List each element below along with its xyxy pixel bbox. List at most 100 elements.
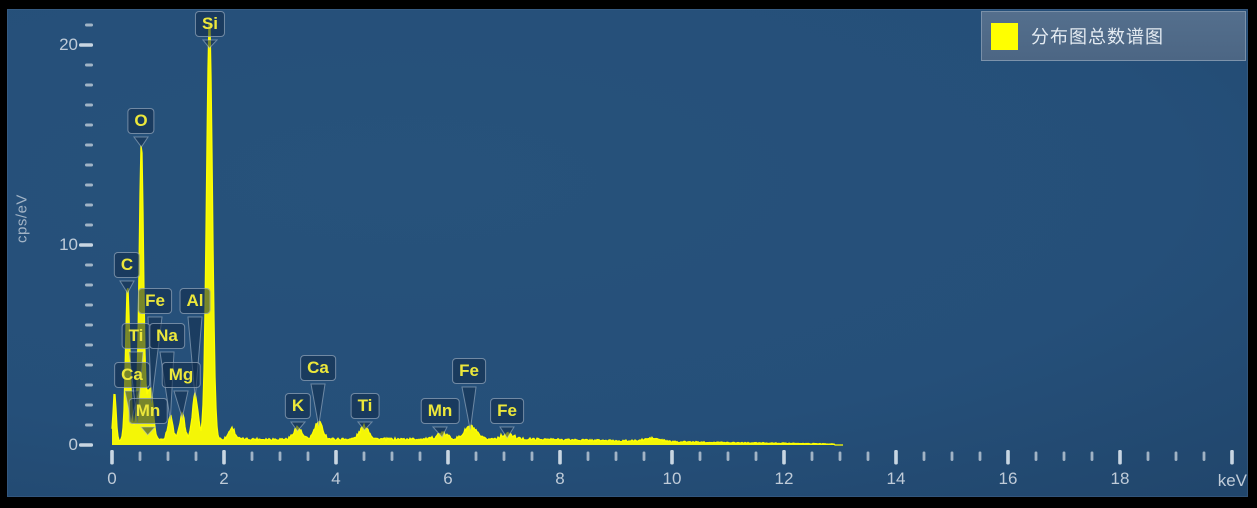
x-axis-tick [278, 451, 282, 461]
x-axis-tick [530, 451, 534, 461]
x-tick-label: 10 [662, 469, 682, 488]
peak-callout-pointer [431, 426, 448, 438]
peak-callout-pointer [310, 383, 326, 427]
x-axis-tick [838, 451, 842, 461]
element-label-mn-5.894: Mn [420, 398, 460, 424]
y-axis-tick [85, 383, 93, 387]
y-tick-label: 20 [59, 35, 78, 54]
x-axis-tick [250, 451, 254, 461]
peak-callout-pointer [139, 426, 157, 436]
x-axis-tick [194, 451, 198, 461]
x-axis-tick [166, 451, 170, 461]
y-tick-label: 10 [59, 235, 78, 254]
x-axis-tick [1006, 450, 1010, 465]
x-axis-tick [950, 451, 954, 461]
y-axis-tick [85, 343, 93, 347]
x-tick-label: 14 [886, 469, 906, 488]
x-axis-tick [586, 451, 590, 461]
y-axis-tick [85, 203, 93, 207]
x-axis-tick [222, 450, 226, 465]
y-axis-tick [85, 123, 93, 127]
element-label-o-0.525: O [127, 108, 155, 134]
peak-callout-pointer [133, 136, 149, 148]
legend-label: 分布图总数谱图 [1031, 27, 1164, 47]
element-label-ti-4.508: Ti [350, 393, 380, 419]
y-axis-tick [85, 263, 93, 267]
y-axis-title: cps/eV [13, 194, 31, 243]
y-axis-tick [85, 183, 93, 187]
x-axis-tick [670, 450, 674, 465]
x-tick-label: 0 [107, 469, 117, 488]
x-axis-tick [642, 451, 646, 461]
element-label-fe-0.705: Fe [138, 288, 172, 314]
x-axis-tick [810, 451, 814, 461]
peak-callout-pointer [356, 421, 374, 431]
x-axis-tick [614, 451, 618, 461]
x-axis-tick [446, 450, 450, 465]
x-axis-tick [1174, 451, 1178, 461]
x-tick-label: 12 [774, 469, 794, 488]
peak-callout-pointer [290, 421, 307, 432]
element-label-fe-7.057: Fe [490, 398, 524, 424]
element-label-ti-0.452: Ti [121, 323, 151, 349]
element-label-si-1.74: Si [194, 11, 226, 37]
legend-item[interactable]: 分布图总数谱图 [981, 11, 1246, 61]
y-axis-tick [85, 283, 93, 287]
y-axis-tick [85, 63, 93, 67]
peak-callout-pointer [201, 39, 219, 49]
y-axis-tick [85, 403, 93, 407]
peak-callout-pointer [119, 280, 135, 294]
x-axis-tick [1202, 451, 1206, 461]
x-axis-unit: keV [1217, 471, 1247, 490]
y-axis-tick [85, 163, 93, 167]
y-axis-tick [85, 143, 93, 147]
element-label-fe-6.398: Fe [452, 358, 486, 384]
element-label-c-0.277: C [113, 252, 141, 278]
x-axis-tick [754, 451, 758, 461]
x-axis-tick [306, 451, 310, 461]
peak-callout-pointer [499, 426, 515, 439]
y-axis-tick [85, 423, 93, 427]
x-axis-tick [1118, 450, 1122, 465]
peak-callout-pointer [173, 390, 189, 420]
y-axis-tick [85, 103, 93, 107]
x-tick-label: 6 [443, 469, 453, 488]
y-axis-tick [85, 223, 93, 227]
x-axis-tick [1230, 450, 1234, 465]
x-axis-tick [698, 451, 702, 461]
x-axis-tick [978, 451, 982, 461]
x-axis-tick [138, 451, 142, 461]
y-axis-tick [85, 83, 93, 87]
x-axis-tick [1090, 451, 1094, 461]
y-axis-tick [79, 43, 93, 47]
x-axis-tick [726, 451, 730, 461]
y-axis-tick [85, 23, 93, 27]
x-axis-tick [782, 450, 786, 465]
y-axis-tick [79, 243, 93, 247]
element-label-mg-1.254: Mg [161, 362, 201, 388]
y-axis-tick [85, 303, 93, 307]
x-axis-tick [894, 450, 898, 465]
x-axis-tick [390, 451, 394, 461]
element-label-mn-0.637: Mn [128, 398, 168, 424]
x-tick-label: 2 [219, 469, 229, 488]
x-axis-tick [1146, 451, 1150, 461]
y-axis-tick [79, 443, 93, 447]
y-tick-label: 0 [68, 435, 78, 454]
element-label-ca-3.69: Ca [300, 355, 336, 381]
y-axis-tick [85, 363, 93, 367]
x-axis-tick [558, 450, 562, 465]
element-label-al-1.486: Al [179, 288, 211, 314]
element-label-k-3.312: K [284, 393, 312, 419]
x-tick-label: 8 [555, 469, 565, 488]
x-axis-tick [474, 451, 478, 461]
x-axis-tick [418, 451, 422, 461]
legend-color-swatch-icon [991, 22, 1018, 50]
peak-callout-pointer [461, 386, 477, 431]
x-axis-tick [866, 451, 870, 461]
x-axis-tick [334, 450, 338, 465]
x-axis-tick [1062, 451, 1066, 461]
peak-callout-pointer [187, 316, 203, 399]
